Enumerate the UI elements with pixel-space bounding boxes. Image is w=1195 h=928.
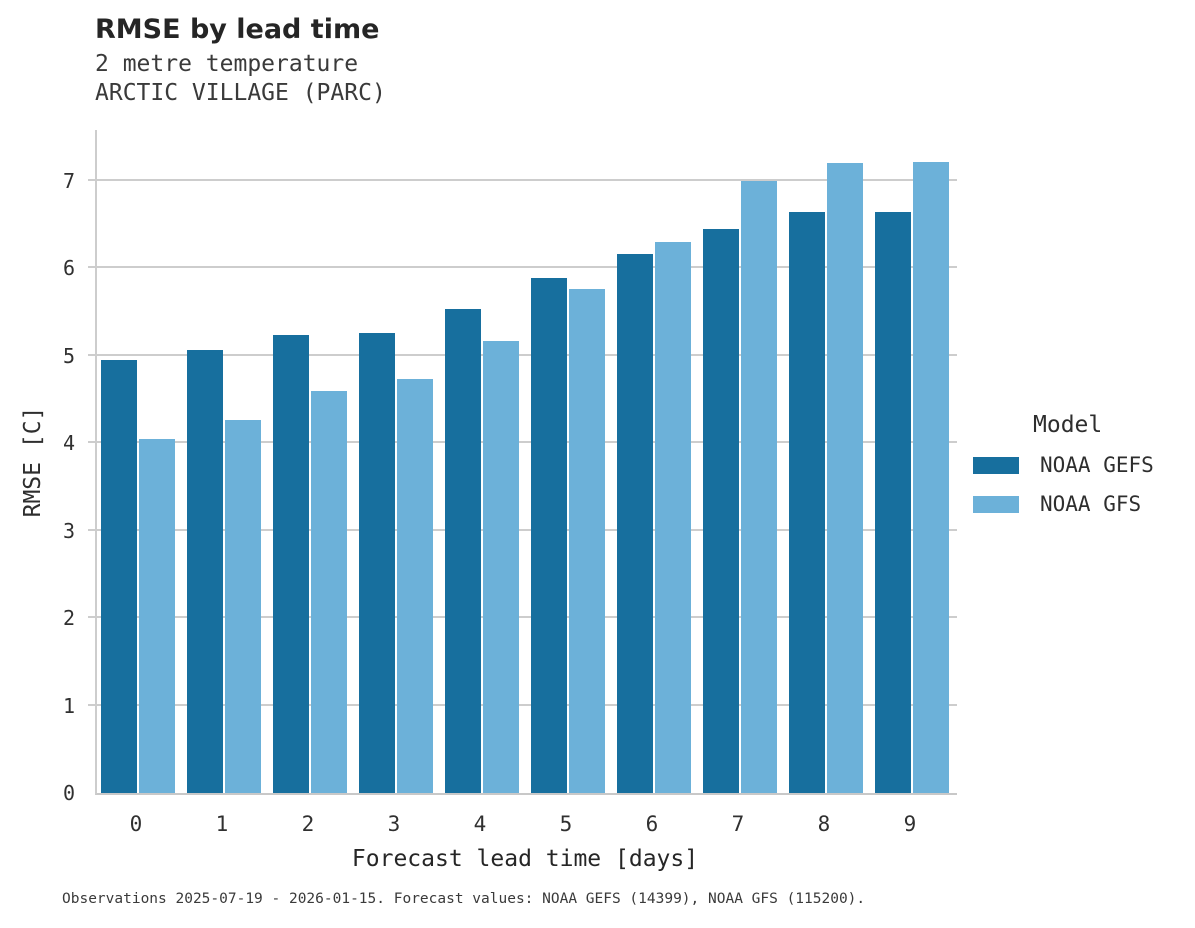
legend-item-noaa-gfs: NOAA GFS	[973, 492, 1154, 516]
legend-swatch-noaa-gfs	[973, 495, 1019, 513]
gridline-y-2	[97, 616, 957, 619]
y-tick-label-7: 7	[62, 168, 75, 193]
bar-noaa-gfs-lead-4	[483, 340, 519, 793]
y-tick-label-1: 1	[62, 693, 75, 718]
y-tick-mark-3	[88, 528, 95, 531]
chart-title: RMSE by lead time	[95, 14, 380, 45]
bar-group-lead-9	[875, 130, 949, 793]
bar-noaa-gfs-lead-9	[913, 162, 949, 793]
y-tick-mark-4	[88, 441, 95, 444]
bar-group-lead-5	[531, 130, 605, 793]
bar-noaa-gfs-lead-2	[311, 390, 347, 793]
bar-noaa-gefs-lead-4	[445, 309, 481, 793]
bar-noaa-gefs-lead-6	[617, 254, 653, 793]
plot-area: 0 1 2 3 4 5 6 7	[63, 130, 957, 803]
y-tick-mark-1	[88, 703, 95, 706]
bar-noaa-gefs-lead-3	[359, 332, 395, 793]
bar-noaa-gefs-lead-0	[101, 360, 137, 793]
gridline-y-7	[97, 178, 957, 181]
footer-caption: Observations 2025-07-19 - 2026-01-15. Fo…	[62, 891, 866, 907]
chart-subtitle-station: ARCTIC VILLAGE (PARC)	[95, 80, 386, 106]
x-tick-label-3: 3	[387, 812, 401, 836]
x-tick-label-8: 8	[817, 812, 831, 836]
bar-noaa-gefs-lead-8	[789, 212, 825, 793]
bar-noaa-gfs-lead-3	[397, 379, 433, 793]
y-tick-mark-5	[88, 353, 95, 356]
x-tick-label-9: 9	[903, 812, 917, 836]
bar-group-lead-1	[187, 130, 261, 793]
x-tick-label-0: 0	[129, 812, 143, 836]
gridline-y-3	[97, 528, 957, 531]
x-tick-label-6: 6	[645, 812, 659, 836]
y-tick-label-5: 5	[62, 343, 75, 368]
chart-subtitle-variable: 2 metre temperature	[95, 51, 359, 77]
y-tick-label-3: 3	[62, 518, 75, 543]
y-axis-label: RMSE [C]	[20, 406, 46, 518]
bar-noaa-gefs-lead-1	[187, 349, 223, 793]
x-axis-label: Forecast lead time [days]	[351, 846, 699, 872]
y-tick-label-4: 4	[62, 431, 75, 456]
legend-label-noaa-gfs: NOAA GFS	[1040, 492, 1142, 516]
y-tick-label-2: 2	[62, 606, 75, 631]
bar-noaa-gfs-lead-8	[827, 163, 863, 793]
header: RMSE by lead time 2 metre temperature AR…	[95, 14, 386, 108]
x-tick-label-2: 2	[301, 812, 315, 836]
bar-noaa-gefs-lead-9	[875, 212, 911, 793]
x-tick-label-1: 1	[215, 812, 229, 836]
bar-group-lead-8	[789, 130, 863, 793]
x-tick-label-7: 7	[731, 812, 745, 836]
x-tick-label-5: 5	[559, 812, 573, 836]
bar-noaa-gefs-lead-7	[703, 228, 739, 793]
legend-swatch-noaa-gefs	[973, 456, 1019, 474]
bar-noaa-gefs-lead-5	[531, 277, 567, 793]
y-tick-mark-6	[88, 266, 95, 269]
legend-item-noaa-gefs: NOAA GEFS	[973, 453, 1154, 477]
y-tick-label-0: 0	[62, 781, 75, 805]
legend: Model NOAA GEFS NOAA GFS	[973, 412, 1154, 516]
gridline-y-6	[97, 266, 957, 269]
bar-group-lead-6	[617, 130, 691, 793]
bar-group-lead-3	[359, 130, 433, 793]
y-tick-mark-7	[88, 178, 95, 181]
gridline-y-1	[97, 703, 957, 706]
y-tick-label-6: 6	[62, 256, 75, 281]
bar-group-lead-4	[445, 130, 519, 793]
bar-noaa-gfs-lead-6	[655, 241, 691, 793]
bar-group-lead-0	[101, 130, 175, 793]
x-tick-label-4: 4	[473, 812, 487, 836]
gridline-y-5	[97, 353, 957, 356]
bar-group-lead-7	[703, 130, 777, 793]
bar-noaa-gefs-lead-2	[273, 334, 309, 793]
legend-label-noaa-gefs: NOAA GEFS	[1040, 453, 1154, 477]
bar-noaa-gfs-lead-0	[139, 438, 175, 793]
bar-noaa-gfs-lead-1	[225, 420, 261, 793]
legend-title: Model	[1033, 412, 1103, 438]
gridline-y-4	[97, 441, 957, 444]
bar-noaa-gfs-lead-7	[741, 180, 777, 793]
bar-group-lead-2	[273, 130, 347, 793]
y-tick-mark-2	[88, 616, 95, 619]
bar-noaa-gfs-lead-5	[569, 289, 605, 793]
